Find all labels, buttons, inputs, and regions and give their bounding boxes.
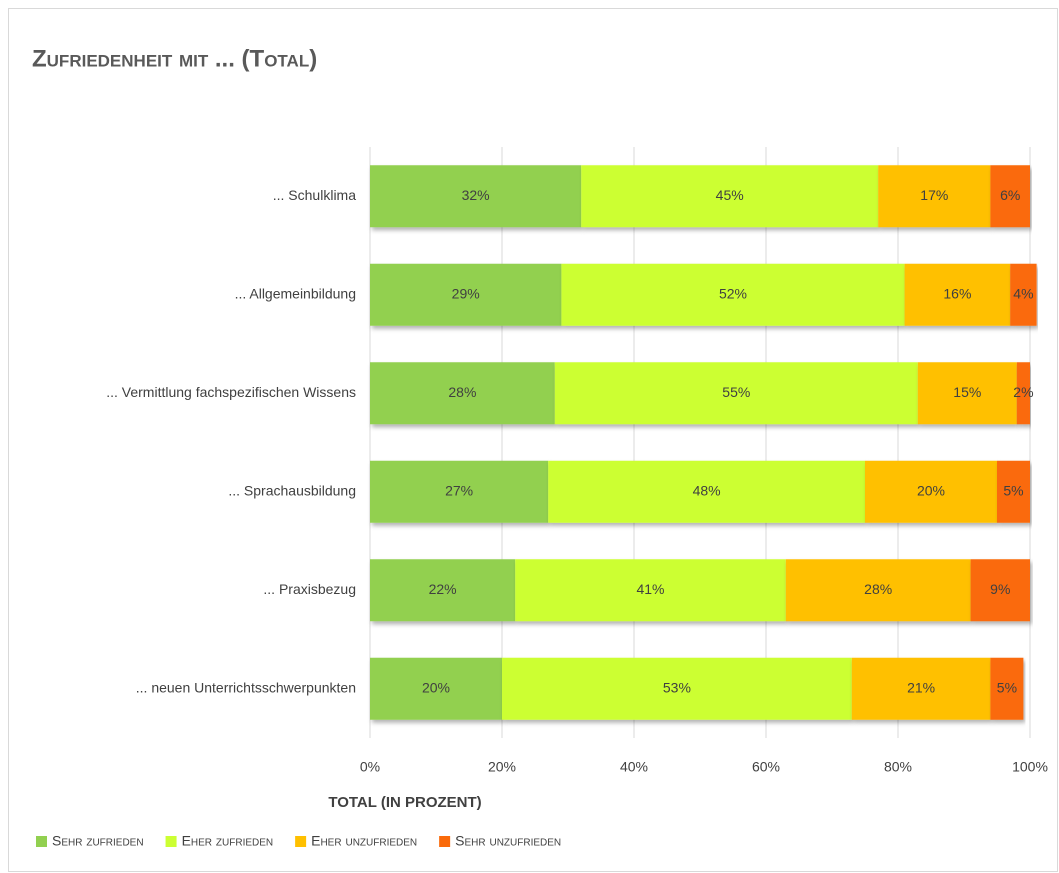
data-label: 53% [663,679,691,695]
data-label: 17% [920,187,948,203]
bar-segment [515,559,786,622]
data-label: 2% [1013,384,1033,400]
bar-segment [851,657,991,720]
bar-segment [581,165,879,228]
y-tick-label: ... Schulklima [273,187,356,203]
legend-swatch [439,836,451,847]
data-label: 32% [462,187,490,203]
data-label: 22% [429,581,457,597]
bar-segment [970,559,1030,622]
x-tick-label: 20% [488,759,516,775]
bar-segment [502,657,852,720]
data-label: 20% [917,482,945,498]
x-tick-label: 0% [360,759,380,775]
bar-segment [1016,362,1030,425]
bar-segment [917,362,1017,425]
x-axis-label: TOTAL (IN PROZENT) [328,794,481,811]
data-label: 29% [452,285,480,301]
data-label: 27% [445,482,473,498]
chart-border [8,8,1058,872]
data-label: 52% [719,285,747,301]
bar-segment [554,362,918,425]
y-tick-label: ... Allgemeinbildung [235,285,356,301]
y-tick-label: ... Vermittlung fachspezifischen Wissens [106,384,356,400]
bar-segment [370,263,562,326]
data-label: 9% [990,581,1010,597]
bar-segment [990,165,1030,228]
legend-swatch [165,836,177,847]
data-label: 5% [997,679,1017,695]
legend-label: Eher unzufrieden [311,833,417,849]
y-tick-label: ... neuen Unterrichtsschwerpunkten [136,679,356,695]
bar-segment [370,559,516,622]
data-label: 6% [1000,187,1020,203]
data-label: 48% [693,482,721,498]
data-label: 28% [448,384,476,400]
chart-title: Zufriedenheit mit ... (Total) [32,45,317,72]
x-tick-label: 40% [620,759,648,775]
bar-segment [370,460,549,523]
x-tick-label: 100% [1012,759,1048,775]
legend-label: Eher zufrieden [182,833,274,849]
bar-segment [785,559,971,622]
data-label: 5% [1003,482,1023,498]
y-tick-label: ... Sprachausbildung [228,482,356,498]
x-tick-label: 60% [752,759,780,775]
bar-segment [990,657,1024,720]
legend-label: Sehr unzufrieden [455,833,561,849]
data-label: 28% [864,581,892,597]
bar-segment [865,460,997,523]
bar-segment [1010,263,1037,326]
bar-segment [548,460,865,523]
data-label: 15% [953,384,981,400]
bar-segment [878,165,991,228]
data-label: 45% [716,187,744,203]
bar-segment [561,263,905,326]
bar-segment [370,165,582,228]
x-tick-label: 80% [884,759,912,775]
bar-segment [370,657,502,720]
y-tick-label: ... Praxisbezug [263,581,356,597]
data-label: 55% [722,384,750,400]
data-label: 21% [907,679,935,695]
data-label: 41% [636,581,664,597]
legend-swatch [36,836,47,847]
bar-segment [904,263,1011,326]
bar-segment [997,460,1030,523]
legend-label: Sehr zufrieden [52,833,144,849]
data-label: 20% [422,679,450,695]
data-label: 4% [1013,285,1033,301]
legend-swatch [295,836,307,847]
data-label: 16% [943,285,971,301]
bar-segment [370,362,555,425]
